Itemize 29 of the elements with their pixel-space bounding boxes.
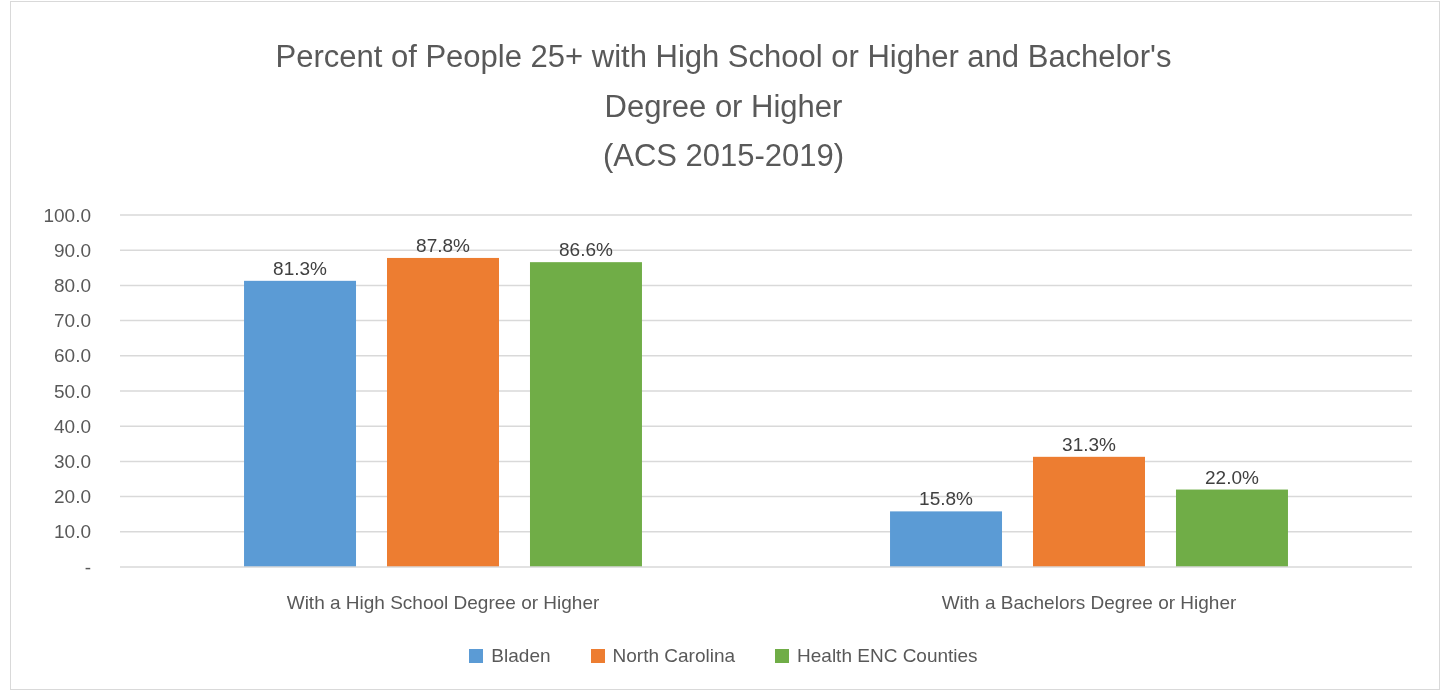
chart-title: Percent of People 25+ with High School or Higher and Bachelor's Degree or Higher (ACS 2015-2019) (275, 39, 1172, 173)
bar (529, 262, 642, 567)
y-tick-label: 30.0 (54, 451, 91, 473)
y-tick-label: 70.0 (54, 310, 91, 332)
bar (387, 257, 499, 567)
data-label: 22.0% (1205, 466, 1260, 488)
x-tick-label: With a High School Degree or Higher (286, 592, 600, 613)
legend-label: Health ENC Counties (797, 645, 978, 667)
legend-label: Bladen (491, 645, 551, 667)
y-tick-label: 20.0 (54, 486, 91, 508)
bar (890, 511, 1003, 567)
y-tick-label: 50.0 (54, 380, 91, 402)
data-label: 81.3% (273, 257, 328, 279)
x-tick-label: With a Bachelors Degree or Higher (941, 592, 1237, 613)
data-label: 31.3% (1062, 433, 1117, 455)
data-label: 15.8% (919, 488, 974, 510)
data-label: 87.8% (416, 234, 471, 256)
bar (244, 280, 357, 567)
y-tick-label: 40.0 (54, 415, 91, 437)
y-tick-label: 60.0 (54, 345, 91, 367)
legend-label: North Carolina (612, 645, 736, 667)
y-tick-label: 10.0 (54, 521, 91, 543)
y-tick-label: 80.0 (54, 275, 91, 297)
y-tick-label: 90.0 (54, 239, 91, 261)
y-tick-label: - (84, 556, 91, 578)
bar (1175, 489, 1288, 567)
y-tick-label: 100.0 (43, 204, 91, 226)
data-label: 86.6% (559, 239, 614, 261)
bar (1033, 456, 1145, 567)
